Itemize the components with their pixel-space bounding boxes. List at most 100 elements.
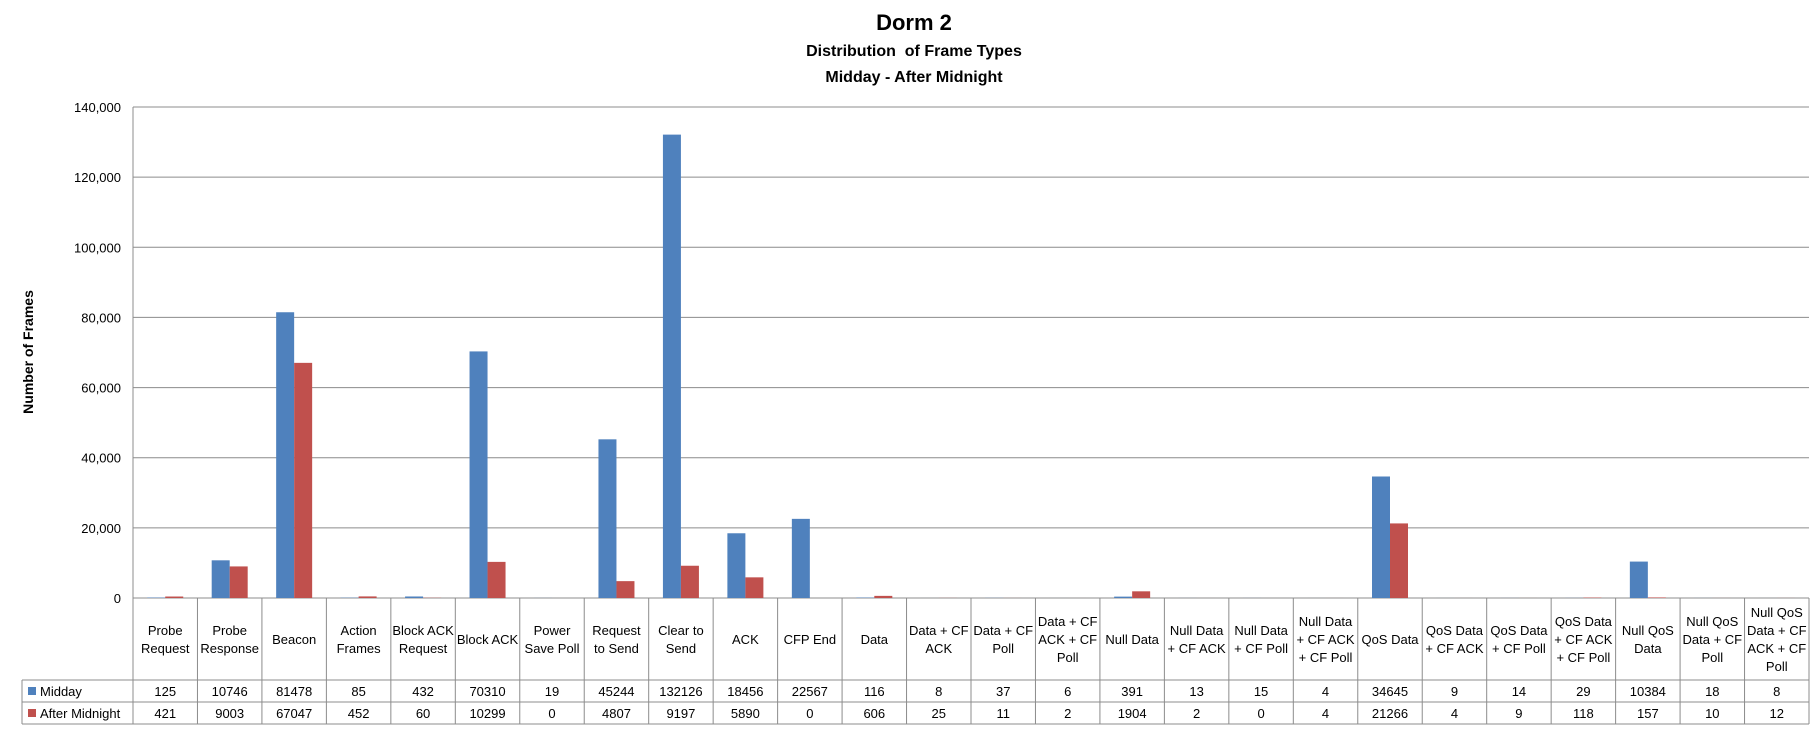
x-tick-label-line: ACK + CF bbox=[1747, 641, 1806, 656]
x-tick-label-line: Send bbox=[666, 641, 696, 656]
data-label: 11 bbox=[996, 706, 1010, 721]
x-tick-label-line: QoS Data bbox=[1361, 632, 1419, 647]
x-tick-label: Null QoS Data + CF Poll bbox=[1683, 614, 1743, 665]
x-tick-label: Block ACK Request bbox=[392, 623, 454, 656]
x-tick-label-line: Poll bbox=[1766, 659, 1788, 674]
data-label: 5890 bbox=[731, 706, 760, 721]
bar-midday bbox=[1372, 476, 1390, 598]
x-tick-label: CFP End bbox=[784, 632, 837, 647]
x-tick-label-line: Power bbox=[534, 623, 572, 638]
data-label: 19 bbox=[545, 684, 559, 699]
x-tick-label: QoS Data + CF ACK + CF Poll bbox=[1554, 614, 1612, 665]
x-tick-label-line: Probe bbox=[212, 623, 247, 638]
bar-after-midnight bbox=[1390, 523, 1408, 598]
data-label: 4 bbox=[1451, 706, 1458, 721]
x-tick-label-line: ACK bbox=[925, 641, 952, 656]
x-tick-label: Data bbox=[861, 632, 889, 647]
data-label: 37 bbox=[996, 684, 1010, 699]
x-tick-label: Null Data + CF ACK + CF Poll bbox=[1296, 614, 1354, 665]
y-tick-label: 40,000 bbox=[81, 451, 121, 466]
x-tick-label-line: Probe bbox=[148, 623, 183, 638]
x-tick-label-line: + CF Poll bbox=[1556, 650, 1610, 665]
x-tick-label-line: Data + CF bbox=[1038, 614, 1098, 629]
x-tick-label-line: Response bbox=[200, 641, 259, 656]
x-tick-label: Null Data + CF Poll bbox=[1234, 623, 1288, 656]
data-label: 452 bbox=[348, 706, 370, 721]
x-tick-label-line: Data bbox=[861, 632, 889, 647]
x-tick-label-line: ACK bbox=[732, 632, 759, 647]
x-tick-label: Null QoS Data bbox=[1622, 623, 1674, 656]
data-label: 25 bbox=[932, 706, 946, 721]
bar-after-midnight bbox=[165, 596, 184, 598]
data-label: 0 bbox=[806, 706, 813, 721]
data-label: 0 bbox=[1257, 706, 1264, 721]
x-tick-label-line: Frames bbox=[337, 641, 382, 656]
x-tick-label: Data + CF ACK bbox=[909, 623, 969, 656]
x-tick-label: QoS Data bbox=[1361, 632, 1419, 647]
y-tick-label: 60,000 bbox=[81, 381, 121, 396]
x-tick-label: Data + CF Poll bbox=[973, 623, 1033, 656]
x-tick-label: QoS Data + CF Poll bbox=[1490, 623, 1548, 656]
x-tick-label-line: CFP End bbox=[784, 632, 837, 647]
data-label: 6 bbox=[1064, 684, 1071, 699]
data-label: 2 bbox=[1193, 706, 1200, 721]
data-label: 45244 bbox=[598, 684, 634, 699]
data-label: 10746 bbox=[212, 684, 248, 699]
data-label: 9 bbox=[1515, 706, 1522, 721]
data-label: 432 bbox=[412, 684, 434, 699]
x-tick-label-line: + CF Poll bbox=[1234, 641, 1288, 656]
x-tick-label-line: Request bbox=[399, 641, 448, 656]
bar-after-midnight bbox=[294, 362, 313, 598]
data-label: 8 bbox=[1773, 684, 1780, 699]
y-tick-label: 120,000 bbox=[74, 170, 121, 185]
x-tick-label-line: Beacon bbox=[272, 632, 316, 647]
bar-midday bbox=[598, 439, 617, 598]
x-tick-label-line: Data bbox=[1634, 641, 1662, 656]
data-label: 18456 bbox=[727, 684, 763, 699]
data-label: 8 bbox=[935, 684, 942, 699]
data-label: 18 bbox=[1705, 684, 1719, 699]
x-tick-label-line: QoS Data bbox=[1490, 623, 1548, 638]
x-tick-label-line: Null QoS bbox=[1686, 614, 1738, 629]
bar-after-midnight bbox=[616, 581, 635, 598]
bar-after-midnight bbox=[1132, 591, 1151, 598]
y-axis-label: Number of Frames bbox=[20, 290, 36, 414]
data-label: 9197 bbox=[666, 706, 695, 721]
bar-after-midnight bbox=[358, 596, 377, 598]
data-label: 15 bbox=[1254, 684, 1268, 699]
x-tick-label-line: + CF ACK bbox=[1296, 632, 1354, 647]
x-tick-label-line: + CF ACK bbox=[1554, 632, 1612, 647]
x-tick-label-line: Block ACK bbox=[392, 623, 454, 638]
x-tick-label-line: ACK + CF bbox=[1038, 632, 1097, 647]
data-label: 4807 bbox=[602, 706, 631, 721]
data-label: 116 bbox=[864, 684, 885, 699]
bar-midday bbox=[405, 596, 424, 598]
data-label: 10 bbox=[1705, 706, 1719, 721]
x-tick-label: Data + CF ACK + CF Poll bbox=[1038, 614, 1098, 665]
x-tick-label-line: Null Data bbox=[1234, 623, 1288, 638]
x-tick-label-line: QoS Data bbox=[1426, 623, 1484, 638]
x-tick-label-line: Null QoS bbox=[1622, 623, 1674, 638]
data-label: 157 bbox=[1637, 706, 1659, 721]
x-tick-label: Power Save Poll bbox=[525, 623, 580, 656]
y-tick-label: 20,000 bbox=[81, 521, 121, 536]
legend-swatch-after-midnight bbox=[28, 709, 36, 717]
chart-title: Dorm 2 bbox=[876, 10, 952, 35]
bar-after-midnight bbox=[487, 561, 506, 598]
chart-subtitle-line-1: Distribution of Frame Types bbox=[806, 43, 1022, 60]
x-tick-label: Probe Response bbox=[200, 623, 259, 656]
x-tick-label: ACK bbox=[732, 632, 759, 647]
x-tick-label-line: Clear to bbox=[658, 623, 704, 638]
x-tick-label-line: Null Data bbox=[1170, 623, 1224, 638]
x-tick-label-line: Request bbox=[592, 623, 641, 638]
data-label: 606 bbox=[863, 706, 885, 721]
x-tick-label-line: + CF ACK bbox=[1425, 641, 1483, 656]
data-label: 22567 bbox=[792, 684, 828, 699]
data-label: 14 bbox=[1512, 684, 1526, 699]
data-label: 34645 bbox=[1372, 684, 1408, 699]
x-tick-label-line: + CF Poll bbox=[1299, 650, 1353, 665]
x-tick-label: Beacon bbox=[272, 632, 316, 647]
data-label: 10299 bbox=[469, 706, 505, 721]
bar-after-midnight bbox=[874, 595, 893, 598]
data-label: 12 bbox=[1770, 706, 1784, 721]
